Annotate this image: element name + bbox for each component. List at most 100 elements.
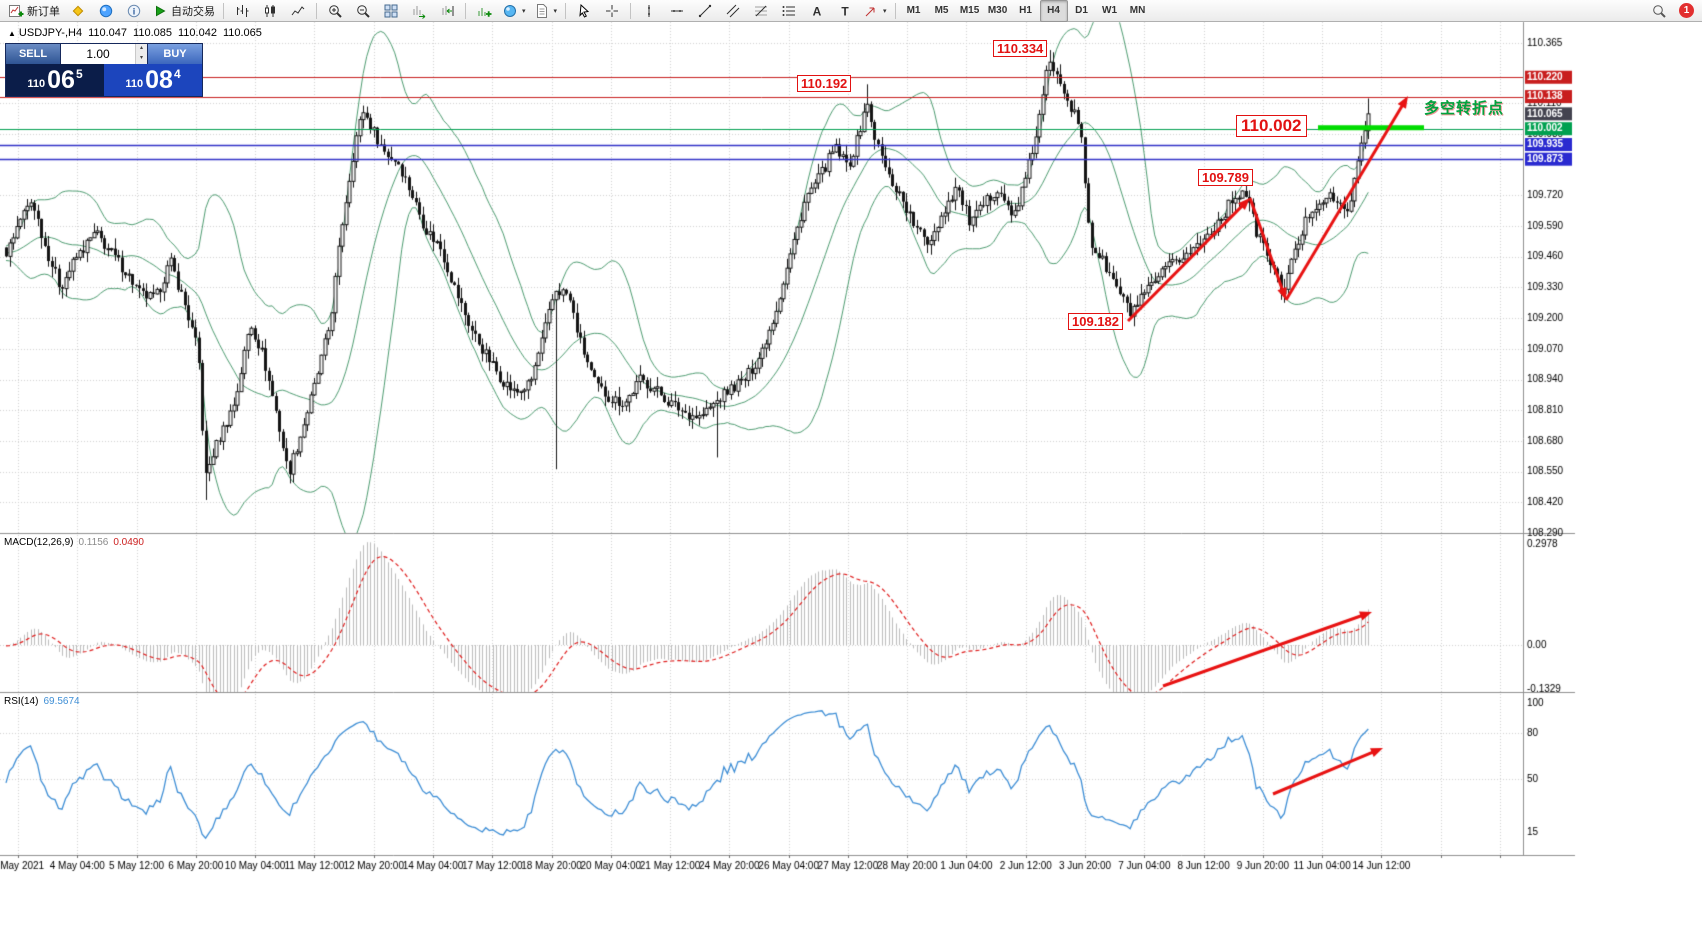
toolbar-separator [630,2,632,19]
price-annotation: 110.192 [797,75,852,92]
chevron-down-icon: ▾ [522,7,526,15]
timeframe-m30-button[interactable]: M30 [984,0,1012,22]
auto-scroll-button[interactable] [405,0,433,22]
tile-windows-button[interactable] [377,0,405,22]
buy-price-button[interactable]: 110 08 4 [104,64,202,96]
new-order-button[interactable]: 新订单 [4,0,64,22]
zoom-in-button[interactable] [321,0,349,22]
lot-decrease-button[interactable]: ▾ [136,54,147,64]
toolbar-right: 1 [1645,0,1698,22]
zoom-out-button[interactable] [349,0,377,22]
macd-label: MACD(12,26,9) 0.1156 0.0490 [4,537,149,548]
chevron-down-icon: ▾ [883,7,887,15]
toolbar-separator [565,2,567,19]
rsi-label: RSI(14) 69.5674 [4,696,85,707]
channel-button[interactable] [719,0,747,22]
one-click-trading-panel: SELL ▴ ▾ BUY 110 06 5 110 08 4 [5,43,203,97]
timeframe-m1-button[interactable]: M1 [900,0,928,22]
templates-icon [534,3,550,19]
lot-size-input[interactable] [61,44,135,64]
arrows-button[interactable]: ▾ [859,0,891,22]
fibonacci-button[interactable] [747,0,775,22]
zoom-out-icon [355,3,371,19]
channel-icon [725,3,741,19]
line-chart-icon [290,3,306,19]
sell-price-button[interactable]: 110 06 5 [6,64,104,96]
timeframe-h1-button[interactable]: H1 [1012,0,1040,22]
timeframe-m5-button[interactable]: M5 [928,0,956,22]
pivot-annotation: 多空转折点 [1424,100,1505,117]
bar-chart-button[interactable] [228,0,256,22]
notification-badge[interactable]: 1 [1679,3,1694,18]
button-label: D1 [1075,5,1088,16]
timeframe-h4-button[interactable]: H4 [1039,0,1068,22]
horizontal-line-button[interactable] [663,0,691,22]
bar-open: 110.047 [88,27,128,39]
text-icon: A [809,3,825,19]
candle-chart-icon [262,3,278,19]
svg-text:i: i [133,6,136,16]
chart-symbol-label: ▲ USDJPY-,H4 110.047 110.085 110.042 110.065 [8,27,268,39]
button-label: M5 [934,5,949,16]
line-chart-button[interactable] [284,0,312,22]
chart-shift-button[interactable] [433,0,461,22]
fibonacci-icon [753,3,769,19]
button-label: H1 [1019,5,1032,16]
vertical-line-button[interactable] [635,0,663,22]
cursor-button[interactable] [570,0,598,22]
rsi-name: RSI(14) [4,696,39,707]
objects-list-button[interactable] [775,0,803,22]
toolbar-separator [316,2,317,19]
text-label-button[interactable]: T [831,0,859,22]
timeframe-d1-button[interactable]: D1 [1068,0,1096,22]
button-label: H4 [1047,5,1060,16]
community-button[interactable] [92,0,120,22]
buy-price-pip: 4 [173,67,181,81]
button-label: MN [1129,5,1146,16]
price-annotation: 109.789 [1198,169,1253,186]
indicator-list-icon [502,3,518,19]
bar-high: 110.085 [133,27,172,39]
trendline-button[interactable] [691,0,719,22]
lot-spinner: ▴ ▾ [135,44,147,64]
sell-price-prefix: 110 [27,78,46,90]
sell-price-main: 06 [47,66,75,94]
lot-size-field: ▴ ▾ [60,44,148,64]
metaeditor-icon [70,3,86,19]
price-annotation: 110.334 [993,40,1048,57]
svg-text:T: T [841,4,849,18]
crosshair-button[interactable] [598,0,626,22]
buy-price-prefix: 110 [125,78,144,90]
candle-chart-button[interactable] [256,0,284,22]
lot-increase-button[interactable]: ▴ [136,44,147,54]
timeframe-mn-button[interactable]: MN [1124,0,1152,22]
metaeditor-button[interactable] [64,0,92,22]
button-label: M1 [906,5,921,16]
price-annotation: 110.002 [1236,115,1307,137]
templates-button[interactable]: ▾ [530,0,562,22]
rsi-value: 69.5674 [43,696,80,707]
button-label: 自动交易 [171,5,215,18]
search-button[interactable] [1645,0,1673,22]
timeframe-w1-button[interactable]: W1 [1096,0,1124,22]
buy-tab[interactable]: BUY [148,44,202,64]
indicators-button[interactable] [470,0,498,22]
bar-chart-icon [234,3,250,19]
bar-low: 110.042 [178,27,217,39]
sell-tab[interactable]: SELL [6,44,60,64]
autotrading-button[interactable]: 自动交易 [148,0,219,22]
timeframe-m15-button[interactable]: M15 [956,0,984,22]
bar-close: 110.065 [222,27,262,39]
indicator-list-button[interactable]: ▾ [498,0,530,22]
info-button[interactable]: i [120,0,148,22]
info-icon: i [126,3,142,19]
svg-text:A: A [813,4,822,18]
community-icon [98,3,114,19]
text-button[interactable]: A [803,0,831,22]
arrows-icon [863,3,879,19]
symbol-title: USDJPY-,H4 [18,27,83,39]
one-click-toggle-icon[interactable]: ▲ [8,29,16,38]
crosshair-icon [604,3,620,19]
